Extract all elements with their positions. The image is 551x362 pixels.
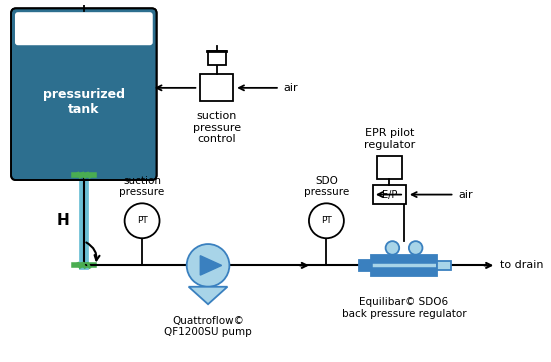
Circle shape xyxy=(187,244,229,287)
Bar xyxy=(200,74,233,101)
Text: PT: PT xyxy=(321,216,332,225)
Bar xyxy=(371,255,437,276)
Text: to drain: to drain xyxy=(500,260,544,270)
Circle shape xyxy=(409,241,423,255)
Text: E/P: E/P xyxy=(382,190,397,199)
Text: PT: PT xyxy=(137,216,148,225)
FancyBboxPatch shape xyxy=(11,8,156,180)
Text: suction
pressure: suction pressure xyxy=(120,176,165,198)
Text: suction
pressure
control: suction pressure control xyxy=(193,111,241,144)
Circle shape xyxy=(125,203,160,238)
Circle shape xyxy=(309,203,344,238)
Text: Quattroflow©
QF1200SU pump: Quattroflow© QF1200SU pump xyxy=(164,316,252,337)
Text: EPR pilot
regulator: EPR pilot regulator xyxy=(364,129,415,150)
Bar xyxy=(437,261,451,270)
Text: air: air xyxy=(284,83,298,93)
Polygon shape xyxy=(188,287,228,304)
Bar xyxy=(377,156,402,179)
FancyBboxPatch shape xyxy=(15,12,153,45)
Text: air: air xyxy=(458,190,473,199)
Text: Equilibar© SDO6
back pressure regulator: Equilibar© SDO6 back pressure regulator xyxy=(342,298,466,319)
Circle shape xyxy=(386,241,399,255)
Polygon shape xyxy=(200,256,222,275)
Text: SDO
pressure: SDO pressure xyxy=(304,176,349,198)
Bar xyxy=(208,51,225,64)
Bar xyxy=(373,185,406,204)
Text: H: H xyxy=(56,213,69,228)
Text: pressurized
tank: pressurized tank xyxy=(43,88,125,116)
Bar xyxy=(359,260,371,271)
